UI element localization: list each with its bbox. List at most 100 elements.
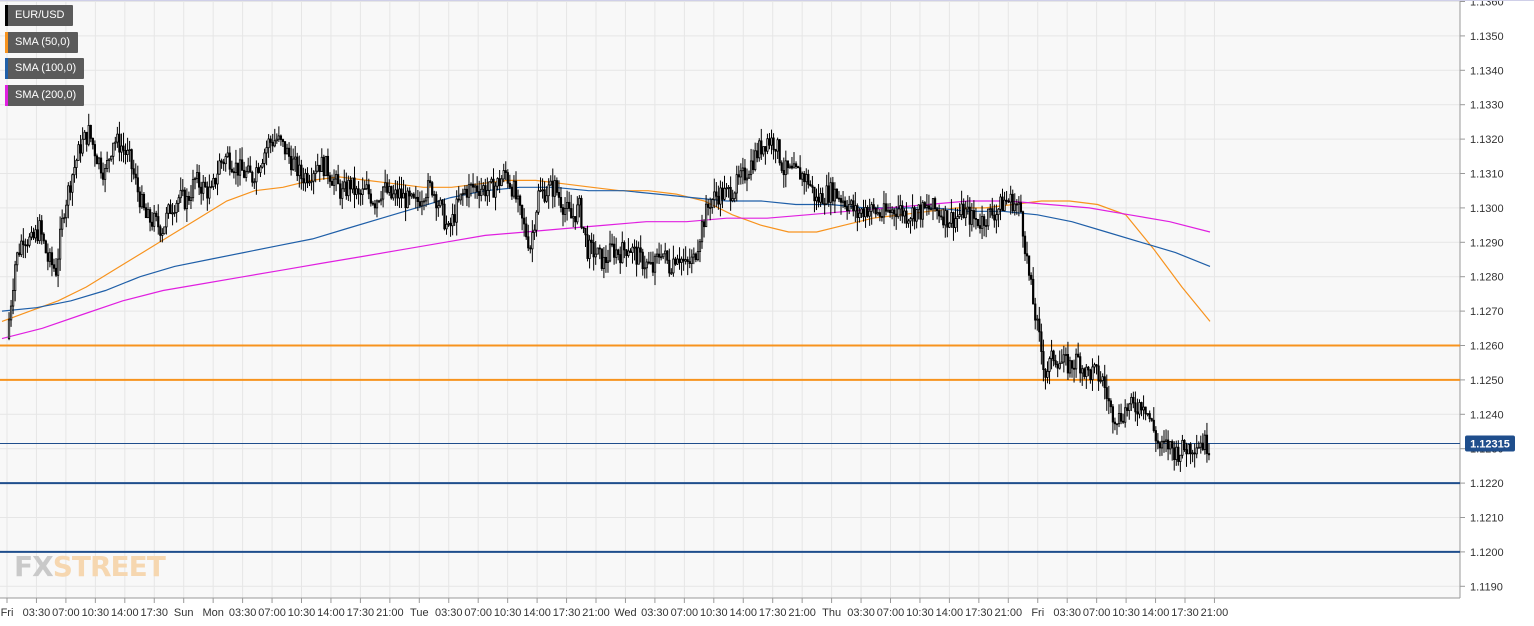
- x-tick-label: 03:30: [847, 607, 875, 619]
- x-tick-label: 21:00: [788, 607, 816, 619]
- candle-body: [895, 213, 898, 218]
- candle-body: [163, 226, 166, 235]
- y-tick-label: 1.1280: [1470, 272, 1504, 284]
- legend-item-sma-200[interactable]: SMA (200,0): [5, 84, 85, 106]
- candle-body: [993, 214, 996, 221]
- candle-body: [308, 181, 311, 184]
- candle-body: [580, 197, 583, 228]
- candle-body: [653, 255, 657, 273]
- candle-body: [230, 168, 233, 173]
- candle-body: [28, 236, 31, 246]
- candle-body: [228, 152, 231, 170]
- candle-body: [234, 162, 238, 173]
- candle-body: [987, 208, 990, 227]
- candle-body: [490, 178, 493, 183]
- candle-body: [584, 227, 587, 236]
- candle-body: [1034, 303, 1037, 321]
- candle-body: [365, 184, 368, 189]
- candle-body: [1101, 376, 1104, 381]
- chart-legend: EUR/USD SMA (50,0) SMA (100,0) SMA (200,…: [5, 5, 85, 111]
- candle-body: [799, 167, 802, 180]
- candle-body: [81, 138, 84, 154]
- candle-body: [138, 191, 141, 208]
- candle-body: [843, 200, 847, 208]
- candle-body: [886, 209, 890, 212]
- y-tick-label: 1.1300: [1470, 203, 1504, 215]
- candle-body: [206, 186, 209, 199]
- candle-body: [952, 212, 955, 228]
- candle-body: [925, 205, 928, 208]
- candle-body: [852, 200, 855, 212]
- candle-body: [514, 180, 518, 200]
- candle-body: [414, 196, 417, 199]
- candle-body: [504, 170, 507, 174]
- candle-body: [334, 174, 338, 180]
- candle-body: [527, 236, 530, 249]
- candle-body: [1175, 446, 1178, 460]
- legend-item-sma-100[interactable]: SMA (100,0): [5, 58, 85, 79]
- candle-body: [1138, 402, 1141, 415]
- candle-body: [958, 214, 961, 218]
- candle-body: [398, 188, 401, 199]
- candle-body: [923, 202, 926, 208]
- candle-body: [1027, 255, 1031, 276]
- legend-item-eurusd[interactable]: EUR/USD: [5, 5, 73, 26]
- candle-body: [917, 204, 920, 210]
- candle-body: [854, 205, 857, 212]
- legend-item-sma-50[interactable]: SMA (50,0): [5, 31, 79, 53]
- candle-body: [326, 155, 330, 177]
- candle-body: [788, 165, 792, 169]
- candle-body: [827, 185, 830, 203]
- x-tick-label: 10:30: [700, 607, 728, 619]
- candle-body: [1183, 439, 1186, 451]
- candle-body: [328, 175, 332, 182]
- candle-body: [811, 185, 814, 188]
- candle-body: [87, 124, 90, 145]
- candle-body: [1113, 421, 1117, 425]
- candle-body: [155, 212, 158, 217]
- candle-body: [486, 190, 489, 197]
- candle-body: [148, 209, 152, 223]
- candle-body: [255, 167, 258, 183]
- candle-body: [856, 205, 859, 218]
- x-tick-label: 17:30: [965, 607, 993, 619]
- candle-body: [437, 205, 440, 209]
- candle-body: [678, 258, 681, 263]
- x-tick-label: 03:30: [435, 607, 463, 619]
- candle-body: [1189, 443, 1192, 455]
- candle-body: [114, 141, 117, 144]
- candle-body: [825, 185, 828, 205]
- candle-body: [745, 177, 749, 181]
- candle-body: [905, 210, 908, 224]
- candle-body: [394, 189, 397, 195]
- candle-body: [592, 242, 595, 258]
- candle-body: [1087, 366, 1090, 371]
- y-tick-label: 1.1330: [1470, 100, 1504, 112]
- legend-swatch-eurusd: [5, 5, 8, 26]
- candle-body: [815, 196, 818, 202]
- x-tick-label: Mon: [202, 607, 223, 619]
- candle-body: [500, 178, 503, 186]
- candle-body: [54, 267, 58, 276]
- candle-body: [713, 191, 716, 201]
- y-tick-label: 1.1220: [1470, 478, 1504, 490]
- candle-body: [1036, 318, 1039, 321]
- candle-body: [735, 174, 738, 194]
- candle-body: [674, 258, 677, 265]
- candle-body: [1201, 442, 1204, 450]
- candle-body: [420, 201, 424, 207]
- candle-body: [664, 250, 667, 255]
- candle-body: [455, 198, 458, 223]
- candle-body: [878, 212, 881, 217]
- candle-body: [1091, 366, 1094, 381]
- candle-body: [1068, 360, 1072, 374]
- candle-body: [625, 249, 628, 257]
- candle-body: [629, 250, 632, 253]
- candle-body: [539, 189, 542, 192]
- candle-body: [1126, 407, 1129, 411]
- x-tick-label: 21:00: [582, 607, 610, 619]
- candle-body: [210, 186, 213, 189]
- legend-label-sma-50: SMA (50,0): [15, 35, 71, 48]
- candle-body: [956, 216, 959, 220]
- x-tick-label: 10:30: [906, 607, 934, 619]
